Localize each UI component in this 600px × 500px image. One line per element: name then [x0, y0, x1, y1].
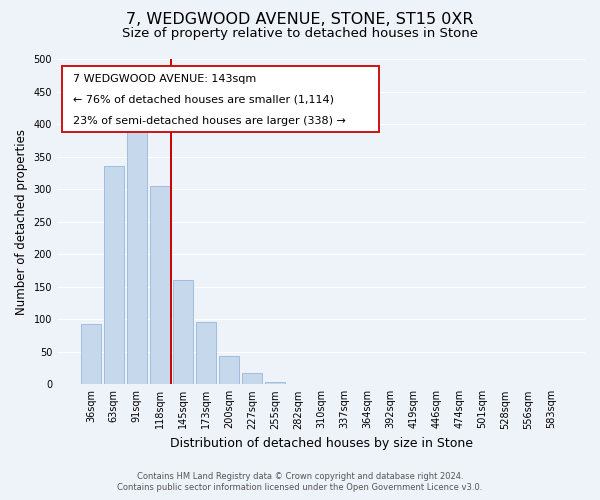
- Text: 7 WEDGWOOD AVENUE: 143sqm: 7 WEDGWOOD AVENUE: 143sqm: [73, 74, 256, 84]
- X-axis label: Distribution of detached houses by size in Stone: Distribution of detached houses by size …: [170, 437, 473, 450]
- Text: Contains public sector information licensed under the Open Government Licence v3: Contains public sector information licen…: [118, 484, 482, 492]
- FancyBboxPatch shape: [62, 66, 379, 132]
- Bar: [219, 356, 239, 384]
- Bar: [196, 322, 216, 384]
- Text: ← 76% of detached houses are smaller (1,114): ← 76% of detached houses are smaller (1,…: [73, 95, 334, 105]
- Bar: [242, 372, 262, 384]
- Bar: [81, 324, 101, 384]
- Bar: [127, 119, 146, 384]
- Text: 7, WEDGWOOD AVENUE, STONE, ST15 0XR: 7, WEDGWOOD AVENUE, STONE, ST15 0XR: [126, 12, 474, 28]
- Bar: [265, 382, 285, 384]
- Bar: [150, 186, 170, 384]
- Bar: [173, 280, 193, 384]
- Text: 23% of semi-detached houses are larger (338) →: 23% of semi-detached houses are larger (…: [73, 116, 346, 126]
- Text: Contains HM Land Registry data © Crown copyright and database right 2024.: Contains HM Land Registry data © Crown c…: [137, 472, 463, 481]
- Text: Size of property relative to detached houses in Stone: Size of property relative to detached ho…: [122, 28, 478, 40]
- Bar: [104, 166, 124, 384]
- Y-axis label: Number of detached properties: Number of detached properties: [15, 128, 28, 314]
